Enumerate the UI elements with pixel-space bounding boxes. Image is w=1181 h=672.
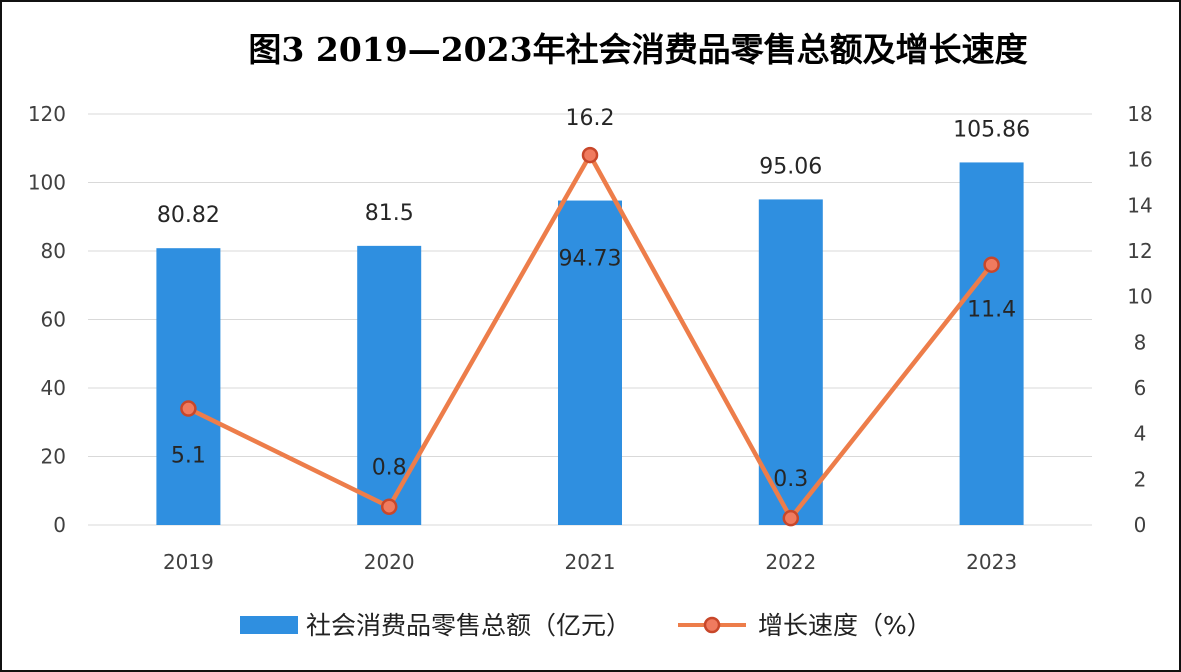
x-axis-tick-label: 2023 [966, 550, 1017, 574]
left-axis-tick-label: 100 [28, 171, 66, 195]
bar-2019 [156, 248, 221, 525]
growth-value-label: 0.3 [773, 467, 808, 492]
x-axis-tick-label: 2019 [163, 550, 214, 574]
bar-value-label: 95.06 [759, 154, 822, 179]
legend-line-marker [703, 616, 721, 634]
bar-series [156, 162, 1024, 526]
chart-title: 图3 2019—2023年社会消费品零售总额及增长速度 [248, 30, 1027, 69]
left-axis-tick-label: 20 [41, 445, 66, 469]
x-axis-tick-label: 2022 [765, 550, 816, 574]
growth-value-label: 16.2 [566, 106, 615, 131]
growth-point-2020 [380, 498, 398, 515]
left-axis-tick-label: 60 [41, 308, 66, 332]
x-axis-tick-label: 2020 [364, 550, 415, 574]
right-axis-tick-label: 16 [1127, 148, 1152, 172]
growth-value-label: 5.1 [171, 444, 206, 469]
bar-2023 [959, 162, 1024, 525]
legend: 社会消费品零售总额（亿元） 增长速度（%） [240, 611, 932, 640]
right-axis-tick-label: 10 [1127, 285, 1152, 309]
legend-line-label: 增长速度（%） [758, 611, 932, 640]
right-axis-tick-label: 14 [1127, 193, 1152, 217]
bar-2022 [758, 199, 823, 525]
right-axis-tick-label: 0 [1134, 513, 1147, 537]
bar-value-label: 80.82 [157, 203, 220, 228]
growth-value-label: 11.4 [967, 298, 1016, 323]
right-axis-tick-label: 18 [1127, 102, 1152, 126]
left-axis-tick-label: 80 [41, 239, 66, 263]
right-axis: 0 2 4 6 8 10 12 14 16 18 [1127, 102, 1152, 537]
bar-2021 [558, 200, 622, 525]
left-axis-tick-label: 40 [41, 376, 66, 400]
legend-bar-label: 社会消费品零售总额（亿元） [306, 611, 631, 640]
x-axis: 2019 2020 2021 2022 2023 [163, 550, 1017, 574]
growth-point-2022 [782, 509, 800, 527]
bar-value-label: 105.86 [953, 117, 1030, 142]
right-axis-tick-label: 2 [1134, 467, 1147, 491]
line-series [180, 146, 1000, 527]
bar-value-label: 81.5 [365, 201, 414, 226]
left-axis: 0 20 40 60 80 100 120 [28, 102, 66, 537]
bar-2020 [357, 245, 422, 526]
right-axis-tick-label: 8 [1134, 330, 1147, 354]
growth-point-2023 [983, 256, 1000, 273]
legend-bar-swatch [240, 616, 298, 634]
growth-value-label: 0.8 [372, 456, 407, 481]
x-axis-tick-label: 2021 [565, 550, 616, 574]
growth-point-2019 [180, 400, 197, 417]
right-axis-tick-label: 12 [1127, 239, 1152, 263]
bar-value-label: 94.73 [559, 247, 622, 272]
right-axis-tick-label: 4 [1134, 422, 1147, 446]
growth-point-2021 [581, 146, 599, 164]
data-labels: 80.82 81.5 94.73 95.06 105.86 5.1 0.8 16.2 0.3 11… [157, 106, 1030, 492]
right-axis-tick-label: 6 [1134, 376, 1147, 400]
left-axis-tick-label: 120 [28, 102, 66, 126]
left-axis-tick-label: 0 [53, 513, 66, 537]
